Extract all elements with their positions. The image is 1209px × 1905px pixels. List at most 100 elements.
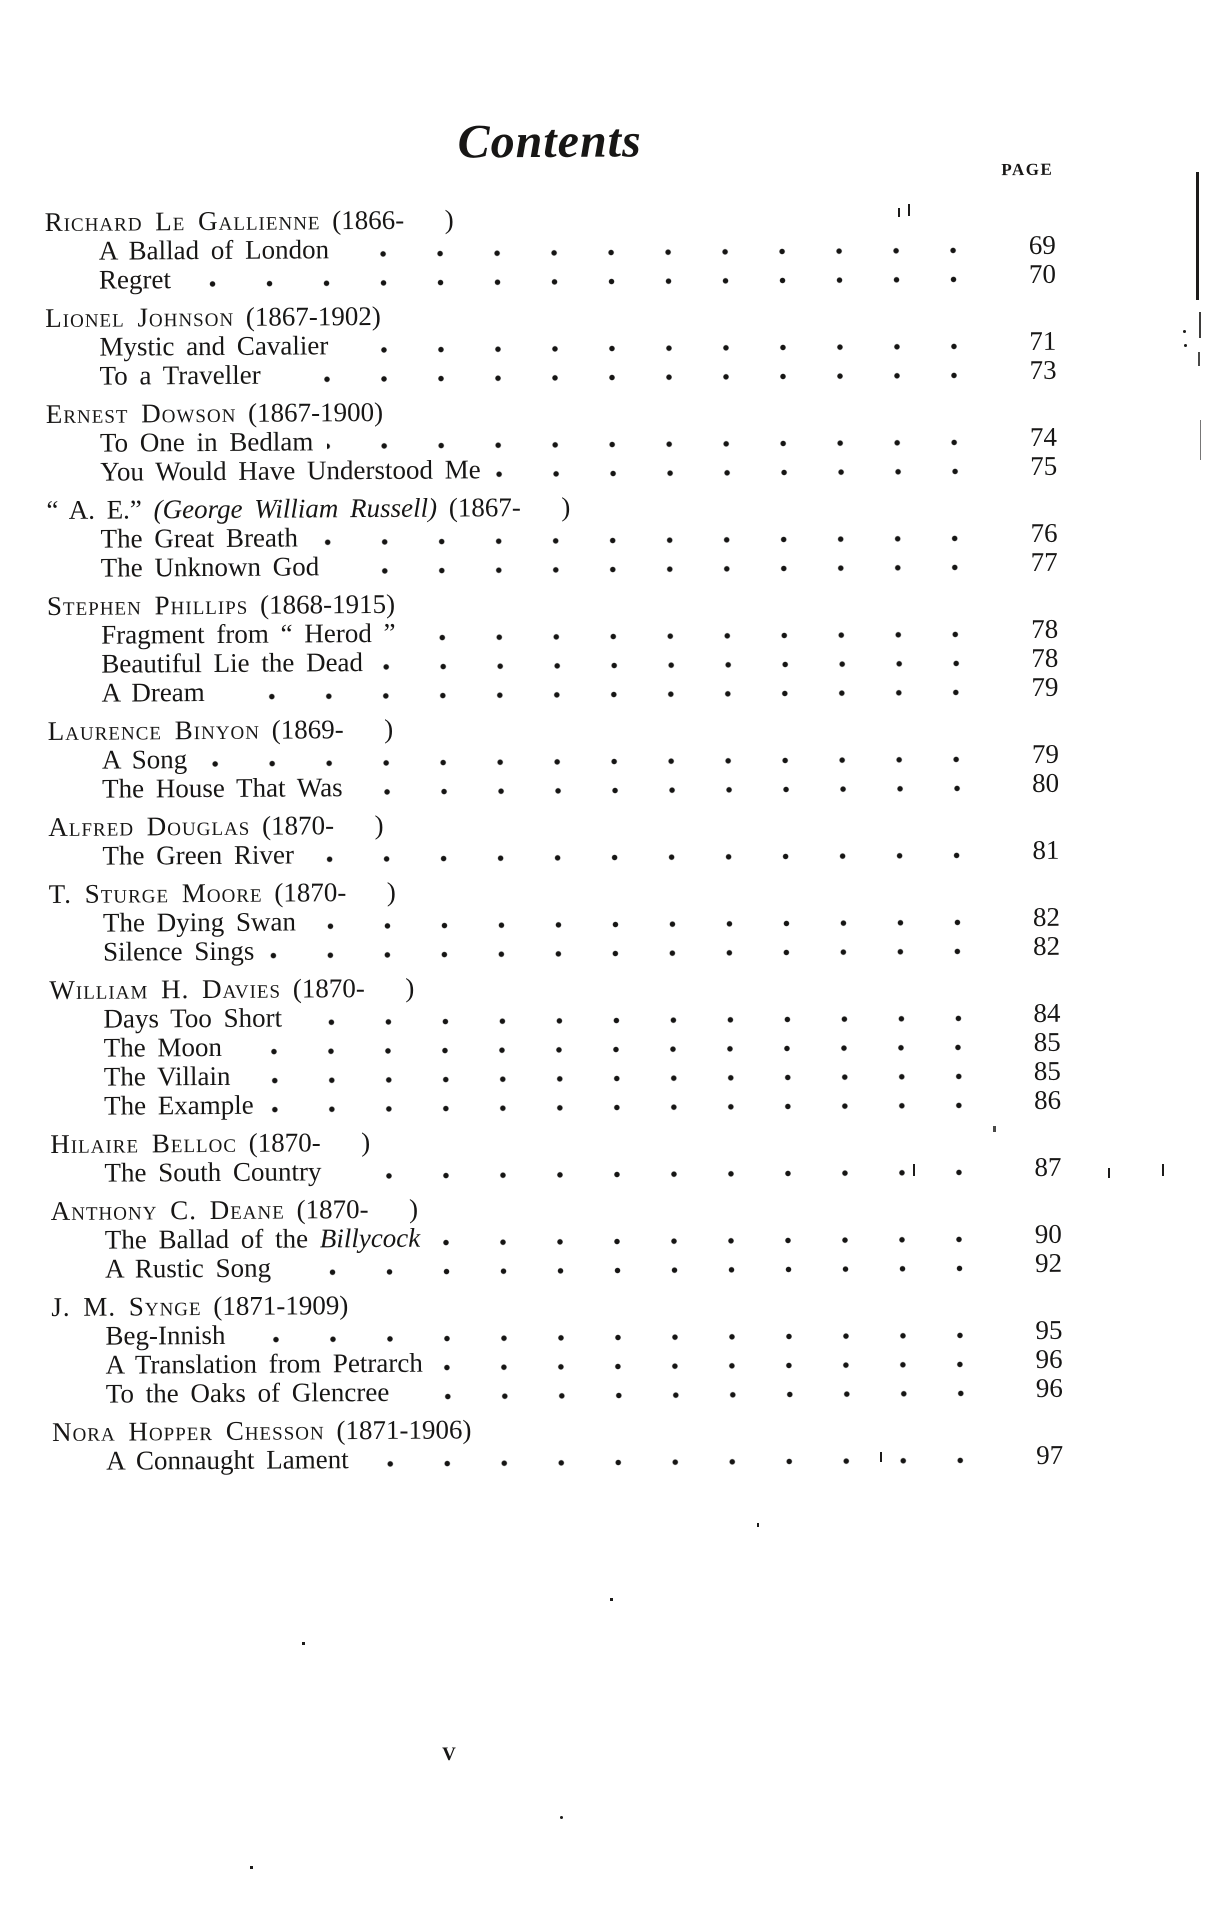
author-text: Nora Hopper Chesson — [51, 1415, 325, 1447]
toc-row: The Green River 81 — [48, 835, 1059, 871]
dot-leader — [235, 1043, 989, 1056]
page-number: 82 — [1032, 901, 1060, 932]
page-number: 70 — [1028, 258, 1057, 289]
toc-row: To the Oaks of Glencree 96 — [52, 1373, 1063, 1409]
poem-title: A Dream — [101, 677, 205, 708]
page-number: 92 — [1034, 1247, 1063, 1278]
toc-section: Ernest Dowson (1867-1900) To One in Bedla… — [46, 394, 1058, 487]
dot-leader — [296, 1014, 989, 1027]
author-text: “ A. E.” — [46, 494, 154, 525]
scan-artifact — [250, 1866, 253, 1869]
poem-title: Beg-Innish — [105, 1320, 225, 1351]
poem-title: Mystic and Cavalier — [99, 330, 329, 362]
toc-section: Stephen Phillips (1868-1915) Fragment fro… — [47, 586, 1059, 708]
scan-artifact — [993, 1126, 996, 1132]
poem-title: A Rustic Song — [105, 1253, 271, 1284]
author-text: Stephen Phillips — [46, 589, 249, 621]
poem-title-text: The Example — [103, 1089, 254, 1121]
poem-title: The South Country — [104, 1156, 322, 1188]
toc-row: To a Traveller 73 — [45, 355, 1056, 391]
page-number: 76 — [1030, 517, 1058, 548]
poem-title-text: You Would Have Understood Me — [100, 454, 481, 487]
poem-title-text: The Villain — [103, 1060, 231, 1092]
author-text: Richard Le Gallienne — [44, 205, 321, 237]
poem-title: To a Traveller — [99, 359, 261, 391]
page-number: 79 — [1031, 738, 1059, 769]
toc-section: T. Sturge Moore (1870- ) The Dying Swan 82… — [49, 874, 1061, 967]
dot-leader — [309, 918, 988, 931]
toc-row: The Example 86 — [50, 1084, 1062, 1121]
dot-leader — [239, 1331, 991, 1344]
page-number: 80 — [1031, 767, 1060, 798]
contents-block: Contents PAGE Richard Le Gallienne (1866… — [44, 112, 1064, 1476]
poem-title-text: A Dream — [101, 677, 205, 708]
page-number: 86 — [1033, 1084, 1062, 1115]
toc-row: A Connaught Lament 97 — [52, 1439, 1064, 1476]
author-text: T. Sturge Moore — [48, 877, 263, 909]
dot-leader — [342, 342, 985, 355]
page-number: 97 — [1036, 1439, 1064, 1470]
poem-title-text: The Great Breath — [100, 522, 299, 554]
poem-title-text: Beautiful Lie the Dead — [101, 647, 364, 679]
page-number: 84 — [1033, 997, 1061, 1028]
author-text: Laurence Binyon — [47, 714, 261, 746]
scan-artifact — [1184, 344, 1187, 347]
toc-section: Alfred Douglas (1870- ) The Green River 81 — [48, 807, 1059, 871]
page-number: 78 — [1031, 613, 1059, 644]
page-number: 85 — [1033, 1026, 1061, 1057]
scan-artifact — [1108, 1168, 1110, 1178]
poem-title: The Dying Swan — [103, 906, 296, 937]
author-text: (1870- ) — [250, 809, 384, 841]
poem-title-text: A Translation from Petrarch — [105, 1347, 423, 1380]
poem-title: To One in Bedlam — [100, 426, 314, 457]
poem-title-text: Fragment from “ Herod ” — [101, 617, 396, 650]
page-column-header: PAGE — [1001, 159, 1054, 180]
poem-title-text: The South Country — [104, 1156, 322, 1188]
poem-title: Fragment from “ Herod ” — [101, 617, 396, 650]
poem-title-text: Mystic and Cavalier — [99, 330, 329, 362]
dot-leader — [409, 630, 987, 642]
toc-section: Richard Le Gallienne (1866- ) A Ballad of… — [45, 202, 1057, 295]
dot-leader — [201, 755, 987, 769]
dot-leader — [333, 563, 986, 576]
author-text: (1867-1902) — [234, 300, 381, 332]
poem-title: A Translation from Petrarch — [105, 1347, 423, 1380]
page-title: Contents — [457, 114, 642, 169]
toc-section: Nora Hopper Chesson (1871-1906) A Connaug… — [52, 1412, 1063, 1476]
page-number: 79 — [1031, 671, 1059, 702]
poem-title-text: The Green River — [102, 839, 295, 871]
scan-artifact — [1196, 172, 1199, 300]
page-number: 85 — [1033, 1055, 1061, 1086]
poem-title-text: Regret — [98, 264, 172, 295]
toc-row: A Rustic Song 92 — [51, 1247, 1063, 1284]
scan-artifact — [1183, 330, 1186, 333]
scan-artifact — [610, 1598, 613, 1601]
poem-title-text: Billycock — [319, 1222, 421, 1254]
toc-row: The House That Was 80 — [48, 767, 1060, 804]
toc-section: Lionel Johnson (1867-1902) Mystic and Cav… — [45, 298, 1057, 391]
page-number: 96 — [1035, 1343, 1063, 1374]
toc-row: Regret 70 — [45, 258, 1057, 295]
poem-title: A Connaught Lament — [106, 1444, 349, 1475]
dot-leader — [268, 947, 989, 960]
toc-section: Laurence Binyon (1869- ) A Song 79 The Hous… — [48, 711, 1060, 804]
scan-artifact — [1200, 420, 1201, 460]
scan-artifact — [880, 1452, 882, 1462]
author-text: Alfred Douglas — [48, 810, 251, 842]
author-text: J. M. Synge — [51, 1291, 202, 1322]
author-text: (1870- ) — [280, 972, 415, 1004]
dot-leader — [327, 438, 986, 451]
poem-title: Beautiful Lie the Dead — [101, 647, 364, 679]
toc-section: Anthony C. Deane (1870- ) The Ballad of t… — [51, 1191, 1063, 1284]
page-number: 78 — [1031, 642, 1059, 673]
author-text: (George William Russell) — [153, 492, 438, 525]
scan-artifact — [560, 1816, 563, 1819]
toc-section: J. M. Synge (1871-1909) Beg-Innish 95 A Tra… — [51, 1287, 1063, 1409]
toc-row: You Would Have Understood Me 75 — [46, 451, 1057, 487]
poem-title-text: To the Oaks of Glencree — [105, 1376, 390, 1409]
dot-leader — [436, 1360, 991, 1372]
scan-artifact — [913, 1164, 915, 1176]
poem-title-text: Silence Sings — [103, 935, 255, 967]
poem-title-text: To a Traveller — [99, 359, 261, 391]
